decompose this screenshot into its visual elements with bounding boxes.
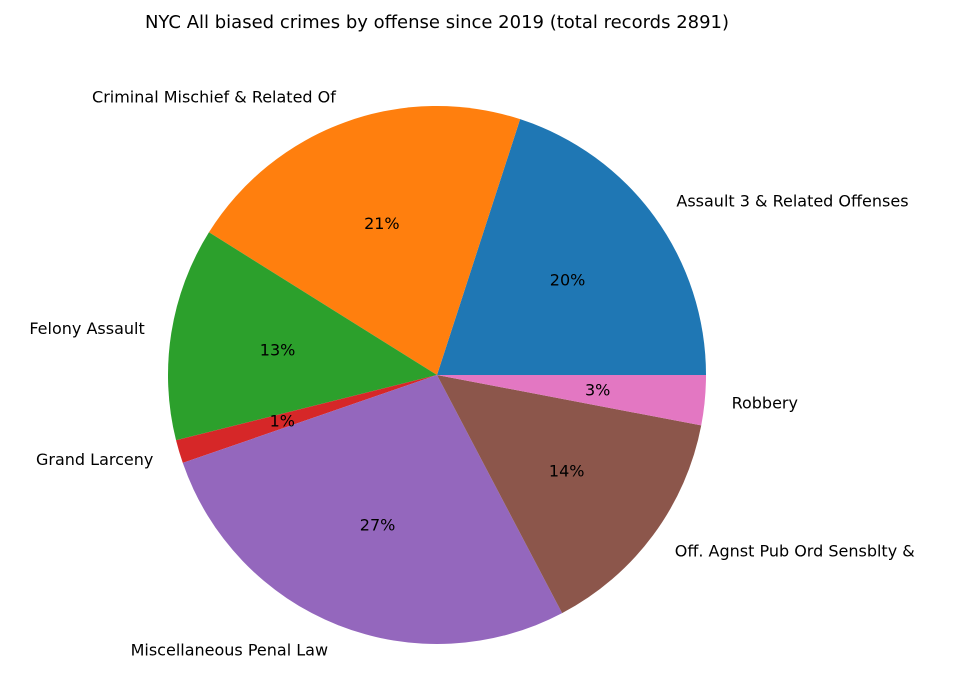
slice-label-robbery: Robbery (732, 393, 798, 412)
percent-labels: 20% 21% 13% 1% 27% 14% 3% (260, 214, 611, 535)
pie-slice-felony-assault (168, 232, 438, 441)
percent-label-felony-assault: 13% (260, 340, 296, 359)
pie-slice-assault-3-related-offenses (437, 119, 706, 375)
pie-slice-grand-larceny (176, 375, 437, 463)
pie-slice-miscellaneous-penal-law (182, 375, 563, 644)
percent-label-assault-3-related-offenses: 20% (550, 271, 586, 290)
slice-label-miscellaneous-penal-law: Miscellaneous Penal Law (131, 641, 328, 660)
slice-label-criminal-mischief-related-of: Criminal Mischief & Related Of (92, 87, 336, 106)
pie-slice-off-agnst-pub-ord-sensblty (437, 375, 702, 614)
slice-label-grand-larceny: Grand Larceny (36, 450, 153, 469)
pie-slices (168, 106, 706, 644)
percent-label-miscellaneous-penal-law: 27% (360, 516, 396, 535)
slice-label-felony-assault: Felony Assault (29, 319, 144, 338)
percent-label-off-agnst-pub-ord-sensblty: 14% (549, 462, 585, 481)
percent-label-grand-larceny: 1% (270, 412, 295, 431)
pie-slice-robbery (437, 375, 706, 426)
percent-label-robbery: 3% (585, 381, 610, 400)
percent-label-criminal-mischief-related-of: 21% (364, 214, 400, 233)
slice-labels: Assault 3 & Related Offenses Criminal Mis… (29, 87, 914, 659)
slice-label-assault-3-related-offenses: Assault 3 & Related Offenses (676, 192, 908, 211)
chart-title: NYC All biased crimes by offense since 2… (145, 12, 729, 33)
slice-label-off-agnst-pub-ord-sensblty: Off. Agnst Pub Ord Sensblty & (675, 542, 915, 561)
pie-slice-criminal-mischief-related-of (208, 106, 521, 375)
